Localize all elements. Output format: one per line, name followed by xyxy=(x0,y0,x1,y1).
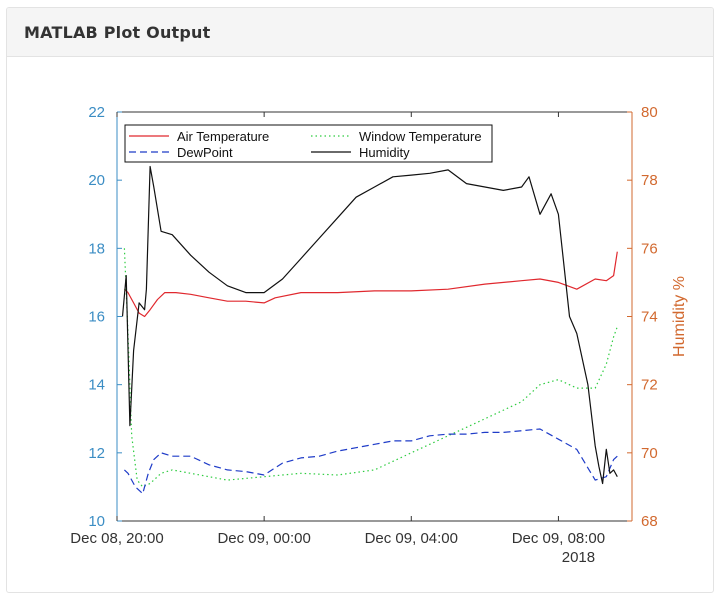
y-left-tick-label: 12 xyxy=(88,445,105,462)
y-left-tick-label: 20 xyxy=(88,172,105,189)
y-left-tick-label: 18 xyxy=(88,240,105,257)
chart-legend: Air Temperature Window Temperature DewPoin… xyxy=(124,124,493,163)
y-right-tick-label: 80 xyxy=(641,104,658,121)
panel-header: MATLAB Plot Output xyxy=(7,8,713,57)
y-right-tick-label: 74 xyxy=(641,309,658,326)
x-tick-label: Dec 09, 08:00 xyxy=(512,530,605,547)
x-tick-label: Dec 09, 04:00 xyxy=(365,530,458,547)
y-right-tick-label: 68 xyxy=(641,513,658,530)
legend-box xyxy=(124,124,493,163)
legend-label: Humidity xyxy=(359,145,410,160)
panel-title: MATLAB Plot Output xyxy=(24,22,211,42)
legend-label: DewPoint xyxy=(177,145,233,160)
y-right-tick-label: 72 xyxy=(641,377,658,394)
y-left-tick-label: 14 xyxy=(88,377,105,394)
y-right-tick-label: 70 xyxy=(641,445,658,462)
y-right-tick-label: 76 xyxy=(641,240,658,257)
y-left-tick-label: 10 xyxy=(88,513,105,530)
series-humidity-line xyxy=(121,165,618,485)
x-tick-label: Dec 09, 00:00 xyxy=(217,530,310,547)
x-year-label: 2018 xyxy=(562,549,595,566)
y-left-tick-label: 22 xyxy=(88,104,105,121)
series-window-temperature-line xyxy=(123,248,618,488)
y-right-axis-label: Humidity % xyxy=(671,276,688,357)
legend-label: Air Temperature xyxy=(177,129,269,144)
y-left-tick-label: 16 xyxy=(88,309,105,326)
series-air-temperature-line xyxy=(123,251,618,318)
legend-label: Window Temperature xyxy=(359,129,482,144)
x-tick-label: Dec 08, 20:00 xyxy=(70,530,163,547)
y-right-tick-label: 78 xyxy=(641,172,658,189)
series-dewpoint-line xyxy=(123,428,618,495)
